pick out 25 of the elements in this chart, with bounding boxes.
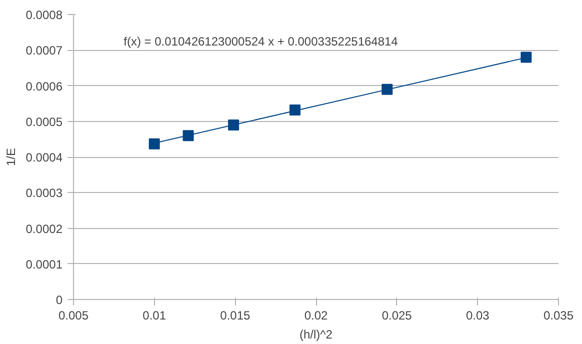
- x-tick-label: 0.025: [382, 308, 412, 322]
- x-tick-label: 0.02: [304, 308, 328, 322]
- point: [148, 138, 160, 150]
- y-tick-label: 0.0003: [26, 186, 63, 200]
- x-axis-title: (h/l)^2: [300, 328, 333, 342]
- y-axis-title: 1/E: [4, 148, 18, 166]
- point: [520, 52, 532, 63]
- y-tick-label: 0.0008: [26, 8, 63, 22]
- y-tick-label: 0.0006: [26, 79, 63, 94]
- x-tick-label: 0.03: [466, 308, 490, 322]
- point: [228, 119, 240, 130]
- point: [382, 84, 393, 95]
- point: [182, 130, 194, 142]
- x-tick-label: 0.01: [142, 308, 166, 322]
- x-tick-label: 0.035: [543, 308, 574, 322]
- y-tick-label: 0: [56, 293, 63, 307]
- y-tick-label: 0.0007: [26, 44, 63, 58]
- y-tick-label: 0.0001: [26, 257, 63, 272]
- y-tick-label: 0.0002: [26, 222, 63, 236]
- y-tick-label: 0.0005: [26, 114, 63, 129]
- x-tick-label: 0.005: [58, 308, 89, 322]
- point: [289, 104, 300, 116]
- x-tick-label: 0.015: [220, 308, 251, 322]
- annotation: f(x) = 0.010426123000524 x + 0.000335225164814: [124, 34, 398, 49]
- y-tick-label: 0.0004: [26, 150, 63, 164]
